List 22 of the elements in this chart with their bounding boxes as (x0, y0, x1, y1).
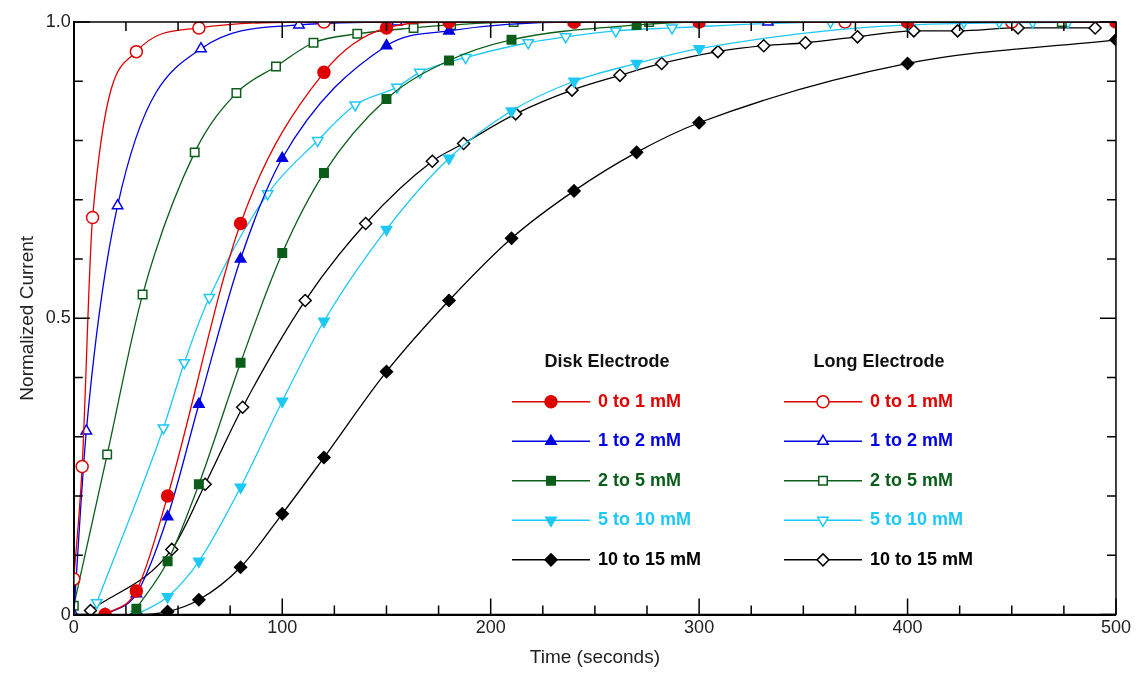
x-tick-label: 300 (684, 617, 715, 638)
legend-label: 2 to 5 mM (597, 469, 681, 490)
legend-label: 10 to 15 mM (597, 548, 702, 569)
annotation: Disk Electrode (544, 351, 670, 372)
x-tick-label: 100 (267, 617, 298, 638)
y-tick-label: 1.0 (45, 10, 71, 31)
x-tick-label: 500 (1100, 617, 1132, 638)
y-tick-label: 0.5 (45, 307, 71, 328)
y-tick-label: 0 (60, 603, 71, 624)
legend-label: 1 to 2 mM (869, 430, 953, 451)
legend-label: 10 to 15 mM (869, 548, 974, 569)
legend-label: 5 to 10 mM (597, 509, 692, 530)
legend-label: 5 to 10 mM (869, 509, 964, 530)
y-axis-title: Normalized Current (15, 235, 37, 401)
x-axis-title: Time (seconds) (529, 645, 661, 667)
legend-label: 1 to 2 mM (597, 430, 681, 451)
legend-label: 0 to 1 mM (597, 390, 681, 411)
x-tick-label: 200 (475, 617, 506, 638)
legend-label: 0 to 1 mM (869, 390, 953, 411)
x-tick-label: 400 (892, 617, 923, 638)
annotation: Long Electrode (813, 351, 945, 372)
legend-label: 2 to 5 mM (869, 469, 953, 490)
